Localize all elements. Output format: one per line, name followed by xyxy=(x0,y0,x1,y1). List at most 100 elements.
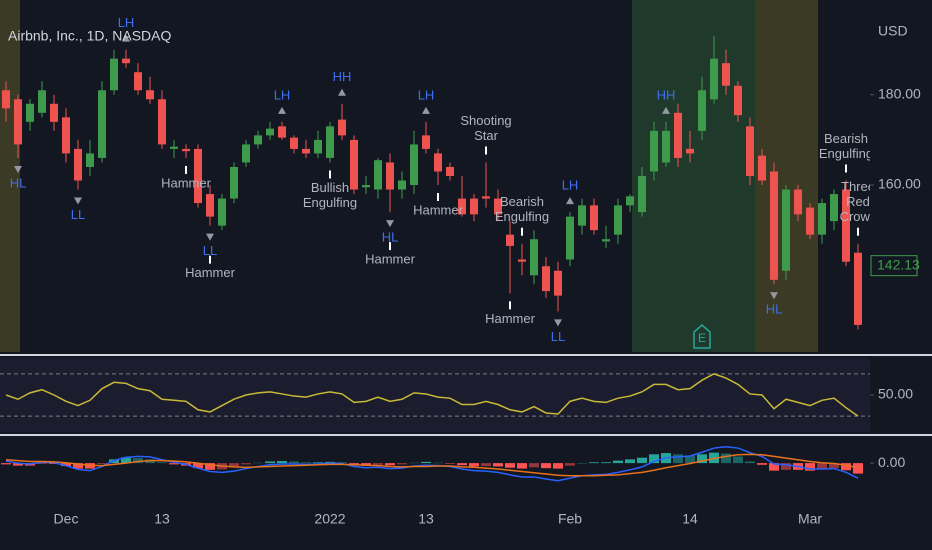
pivot-label: HH xyxy=(657,87,676,102)
pivot-label: LH xyxy=(562,178,579,193)
candle-body xyxy=(566,216,574,260)
candle-body xyxy=(374,160,382,190)
histogram-bar xyxy=(697,454,707,464)
histogram-bar xyxy=(1,463,11,465)
candle-body xyxy=(650,130,658,172)
last-price-label: 142.13 xyxy=(877,256,920,272)
histogram-bar xyxy=(373,463,383,465)
pattern-label: Three xyxy=(841,179,875,194)
candle-body xyxy=(122,58,130,64)
pivot-label: LH xyxy=(418,87,435,102)
last-price-box xyxy=(870,255,918,277)
histogram-bar xyxy=(781,463,791,470)
histogram-bar xyxy=(397,463,407,465)
histogram-bar xyxy=(625,459,635,464)
candle-body xyxy=(602,239,610,242)
histogram-bar xyxy=(469,463,479,467)
pivot-marker xyxy=(278,106,286,114)
histogram-bar xyxy=(409,462,419,464)
candle-body xyxy=(50,103,58,122)
histogram-bar xyxy=(265,461,275,464)
histogram-bar xyxy=(313,462,323,464)
x-tick-label: Mar xyxy=(798,511,822,527)
histogram-bar xyxy=(121,457,131,464)
histogram-bar xyxy=(361,463,371,466)
histogram-bar xyxy=(673,454,683,464)
pattern-label: Red xyxy=(846,194,870,209)
macd-pane xyxy=(1,446,863,482)
histogram-bar xyxy=(685,455,695,464)
histogram-bar xyxy=(745,461,755,464)
candle-body xyxy=(734,85,742,116)
candle-body xyxy=(302,148,310,154)
histogram-bar xyxy=(541,463,551,469)
y-tick-label: 180.00 xyxy=(878,85,921,101)
candle-body xyxy=(578,205,586,226)
candle-body xyxy=(830,194,838,222)
candle-body xyxy=(230,166,238,199)
candle-body xyxy=(26,103,34,122)
histogram-bar xyxy=(757,463,767,465)
pivot-label: HH xyxy=(333,69,352,84)
candle-body xyxy=(350,139,358,190)
candle-body xyxy=(518,259,526,262)
candle-body xyxy=(206,194,214,217)
pattern-label: Hammer xyxy=(161,175,212,190)
candle-body xyxy=(62,117,70,154)
pattern-label: Hammer xyxy=(485,311,536,326)
candle-body xyxy=(746,126,754,176)
candle-body xyxy=(470,198,478,215)
event-marker xyxy=(693,324,711,349)
histogram-bar xyxy=(817,463,827,470)
candle-body xyxy=(314,139,322,154)
histogram-bar xyxy=(97,463,107,464)
pattern-label: Bullish xyxy=(311,180,349,195)
candle-body xyxy=(278,126,286,138)
candle-body xyxy=(158,99,166,145)
candle-body xyxy=(686,148,694,154)
candle-body xyxy=(854,252,862,325)
histogram-bar xyxy=(289,461,299,464)
histogram-bar xyxy=(337,462,347,464)
histogram-bar xyxy=(769,463,779,471)
candle-body xyxy=(722,63,730,86)
candle-body xyxy=(770,171,778,280)
candle-body xyxy=(242,144,250,163)
x-tick-label: 13 xyxy=(418,511,434,527)
candle-body xyxy=(434,153,442,172)
histogram-bar xyxy=(649,454,659,464)
histogram-bar xyxy=(157,462,167,464)
candle-body xyxy=(182,148,190,152)
candle-body xyxy=(590,205,598,231)
histogram-bar xyxy=(829,463,839,469)
candle-body xyxy=(758,155,766,181)
pattern-label: Engulfing xyxy=(495,209,549,224)
candle-body xyxy=(362,185,370,188)
histogram-bar xyxy=(433,462,443,464)
pattern-label: Hammer xyxy=(413,202,464,217)
candle-body xyxy=(674,112,682,158)
pivot-label: HL xyxy=(10,175,27,190)
pivot-marker xyxy=(662,106,670,114)
histogram-bar xyxy=(517,463,527,469)
currency: USD xyxy=(878,23,908,39)
candle-body xyxy=(14,99,22,145)
histogram-bar xyxy=(229,463,239,468)
candle-body xyxy=(326,126,334,158)
candle-body xyxy=(254,135,262,145)
pivot-marker xyxy=(14,165,22,173)
rsi-pane xyxy=(0,373,870,417)
axes: 180.00 160.00 Dec 13 2022 13 Feb 14 Mar 142.13 50.… xyxy=(54,85,921,526)
candle-body xyxy=(506,234,514,246)
pattern-label: Shooting xyxy=(460,113,511,128)
candle-body xyxy=(698,90,706,131)
histogram-bar xyxy=(577,463,587,464)
candle-body xyxy=(806,207,814,235)
histogram-bar xyxy=(49,463,59,464)
histogram-bar xyxy=(481,463,491,467)
pattern-label: Star xyxy=(474,128,499,143)
candle-body xyxy=(530,239,538,276)
histogram-bar xyxy=(853,463,863,474)
